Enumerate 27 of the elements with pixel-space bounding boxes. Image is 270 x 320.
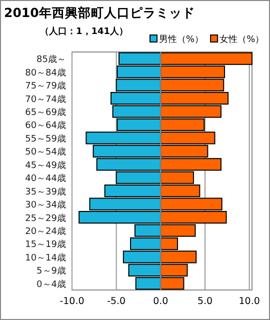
y-tick-label: 0～4歳 (36, 278, 66, 290)
y-tick-label: 20～24歳 (25, 226, 66, 237)
y-tick-label: 50～54歳 (25, 146, 66, 158)
x-tick-label: 0.0 (153, 296, 168, 307)
y-tick-label: 45～49歳 (25, 160, 66, 171)
y-tick-label: 65～69歳 (25, 107, 66, 118)
y-tick-label: 25～29歳 (25, 212, 66, 224)
x-tick-label: -10.0 (60, 296, 84, 307)
y-tick-label: 10～14歳 (25, 252, 66, 264)
y-tick-label: 60～64歳 (25, 120, 66, 132)
y-tick-label: 5～9歳 (36, 266, 66, 277)
chart-subtitle: （人口：1，141人） (40, 26, 128, 37)
y-tick-label: 55～59歳 (25, 133, 66, 144)
y-tick-label: 15～19歳 (25, 239, 66, 250)
x-tick-label: -5.0 (107, 296, 126, 307)
chart-title: 2010年西興部町人口ピラミッド (4, 5, 195, 20)
y-tick-label: 35～39歳 (25, 186, 66, 198)
y-tick-label: 70～74歳 (25, 94, 66, 105)
x-tick-label: 10.0 (238, 296, 260, 307)
y-tick-label: 40～44歳 (25, 173, 66, 184)
y-tick-label: 30～34歳 (25, 200, 66, 211)
y-tick-label: 85歳～ (36, 54, 66, 66)
y-tick-label: 75～79歳 (25, 80, 66, 92)
x-tick-label: 5.0 (197, 296, 213, 307)
legend-label: 女性（%） (220, 34, 264, 45)
legend-label: 男性（%） (159, 34, 204, 45)
y-tick-label: 80～84歳 (25, 67, 66, 78)
